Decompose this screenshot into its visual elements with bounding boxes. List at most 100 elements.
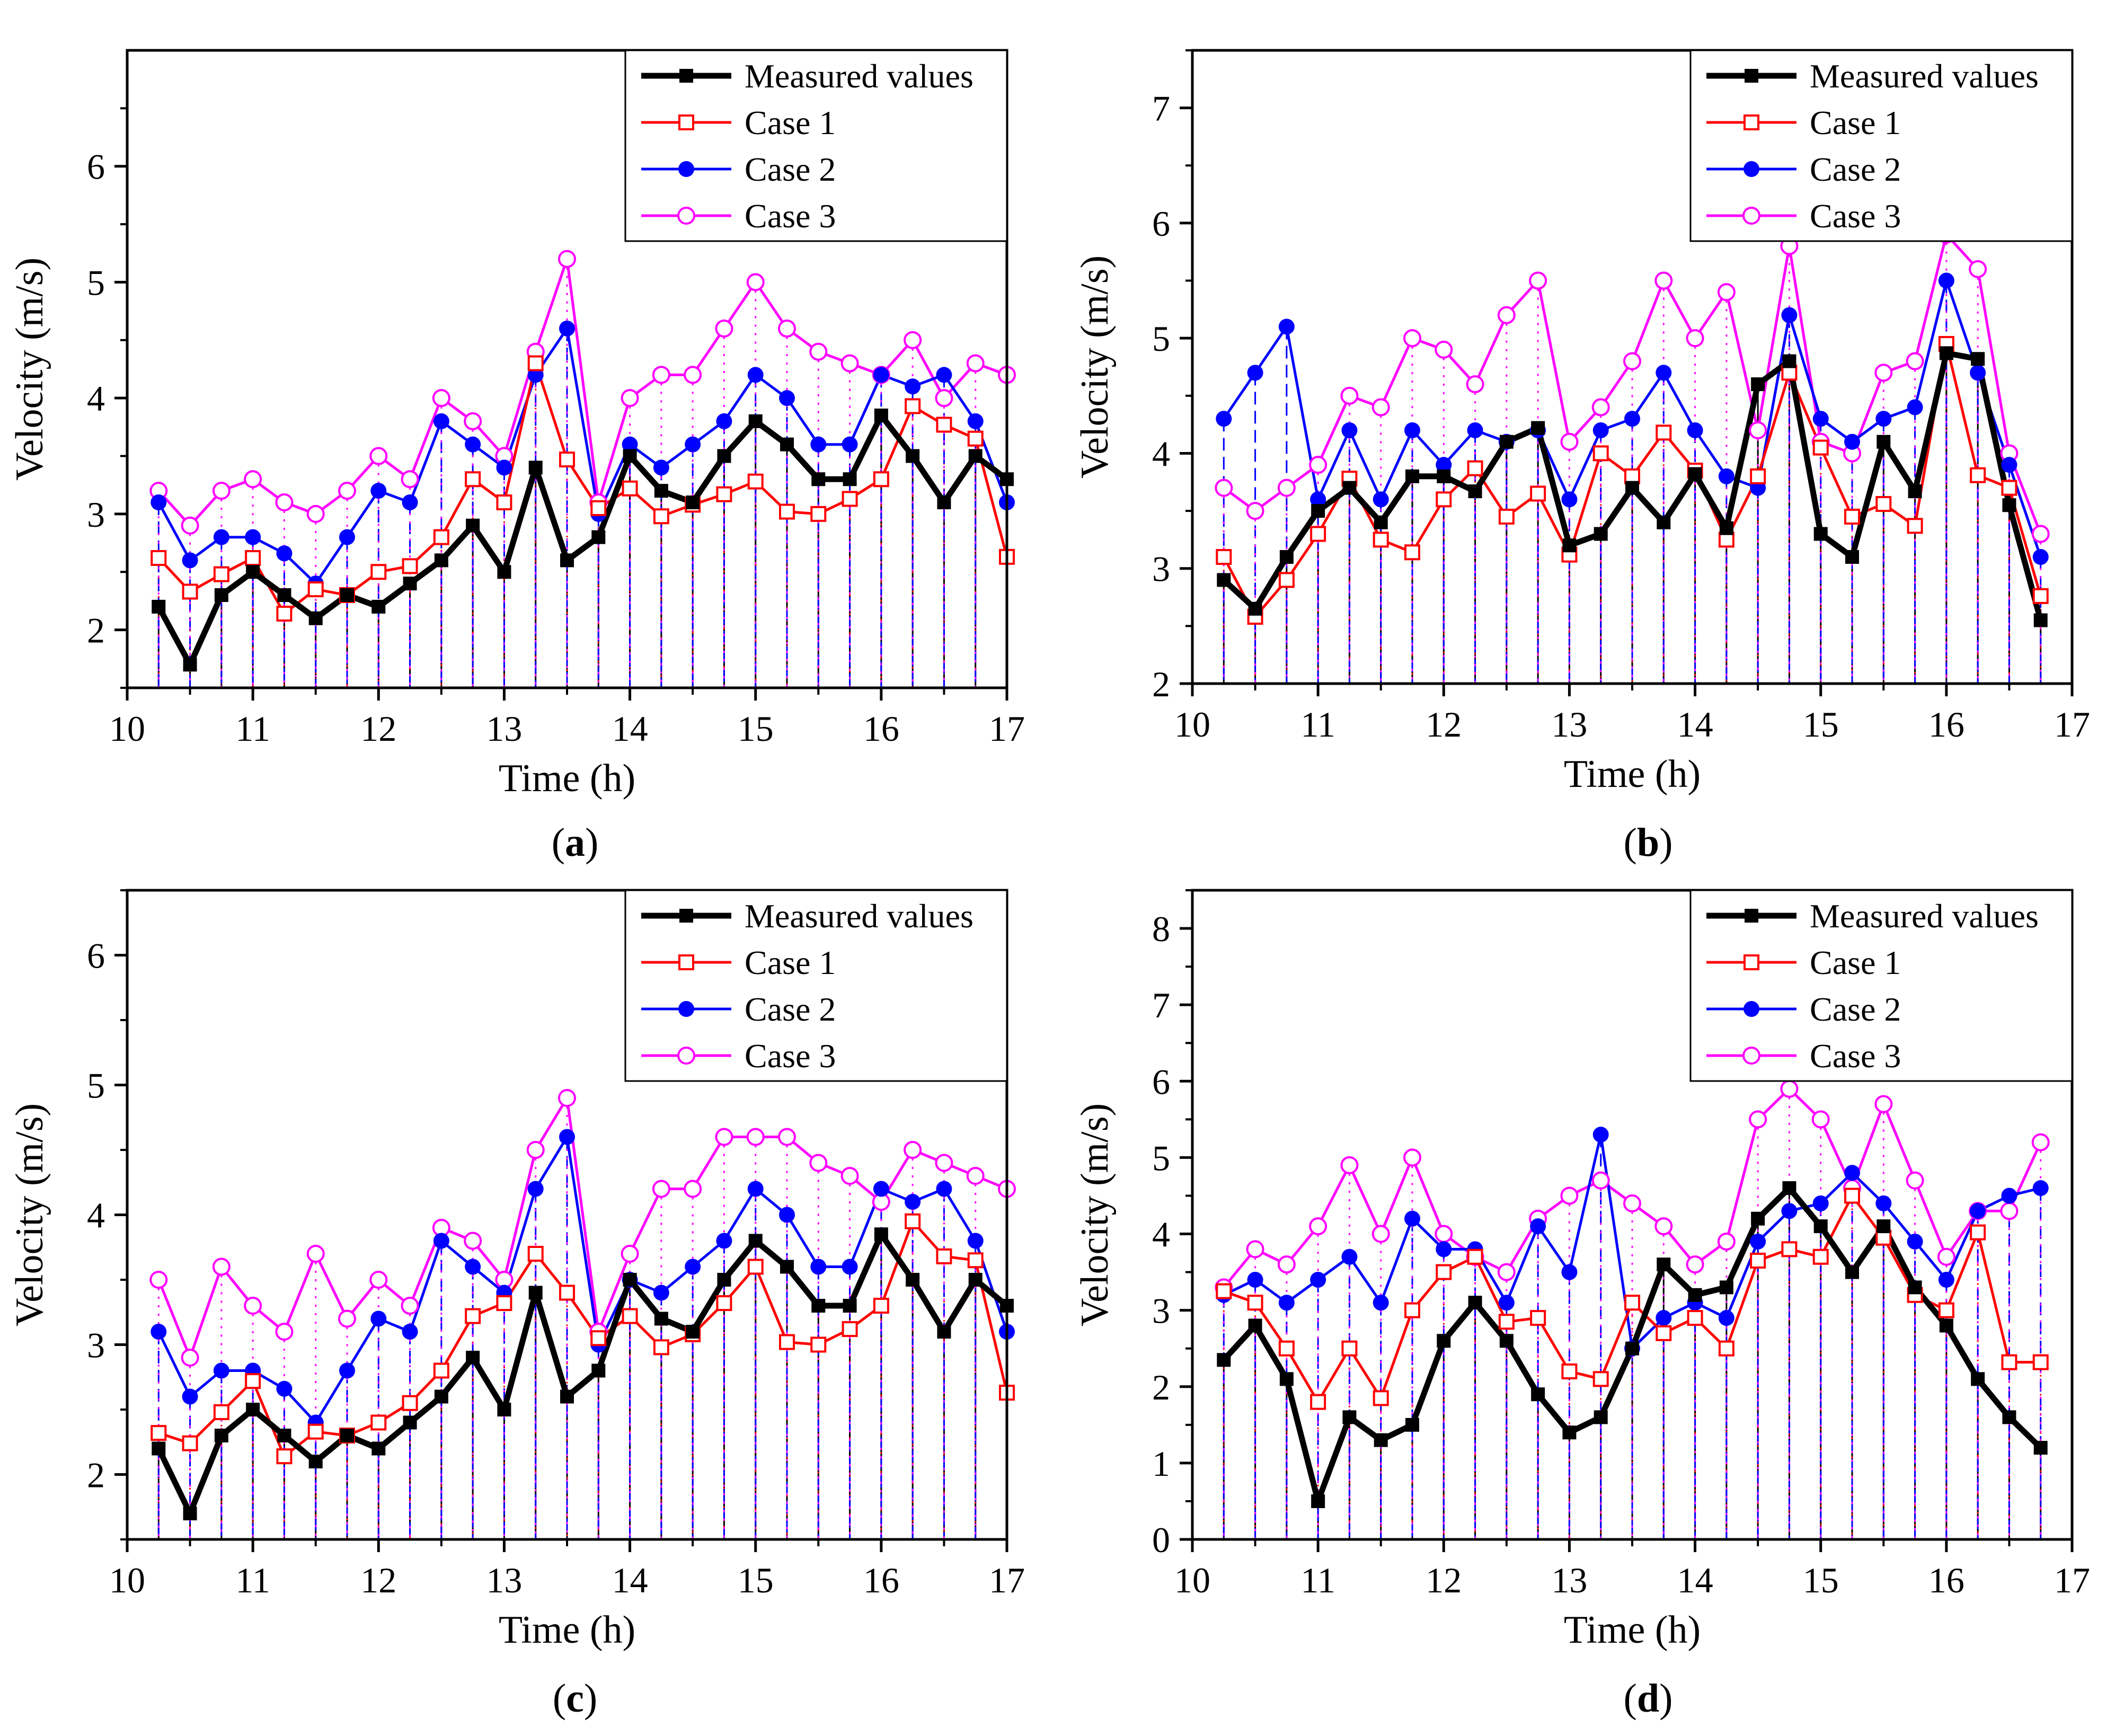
data-point <box>1436 491 1452 508</box>
panel-label-letter: c <box>566 1676 584 1721</box>
data-point <box>1656 365 1672 381</box>
data-point <box>1530 485 1546 502</box>
y-tick-label: 7 <box>1152 88 1170 129</box>
data-point <box>1373 491 1389 508</box>
data-point <box>1750 1233 1766 1250</box>
data-point <box>214 588 228 603</box>
data-point <box>1278 572 1295 588</box>
y-tick-label: 0 <box>1152 1520 1170 1560</box>
data-point <box>182 1435 198 1451</box>
legend-label: Case 1 <box>1810 104 1901 141</box>
x-tick-label: 15 <box>738 708 774 749</box>
data-point <box>1342 481 1357 495</box>
data-point <box>1404 422 1420 438</box>
data-point <box>560 1389 574 1404</box>
data-point <box>182 1388 198 1405</box>
data-point <box>559 1285 575 1301</box>
data-point <box>1560 1186 1579 1205</box>
y-tick-label: 3 <box>87 494 105 535</box>
data-point <box>1371 398 1390 417</box>
data-point <box>1624 1295 1640 1311</box>
data-point <box>968 1273 983 1287</box>
data-point <box>1404 1302 1420 1318</box>
data-point <box>686 495 700 510</box>
data-point <box>1813 1219 1828 1234</box>
data-point <box>308 611 323 625</box>
data-point <box>1404 1210 1420 1227</box>
data-point <box>401 1297 419 1315</box>
x-tick-label: 10 <box>1174 1560 1210 1600</box>
data-point <box>433 413 449 429</box>
legend-marker-case1 <box>1744 114 1759 130</box>
markers-case1 <box>1216 336 2049 625</box>
y-tick-label: 4 <box>1152 1215 1170 1255</box>
x-tick-label: 17 <box>2054 1560 2090 1600</box>
data-point <box>2031 1133 2050 1152</box>
series-line-case3 <box>157 1096 1007 1359</box>
panel-label-open: ( <box>553 1676 566 1721</box>
data-point <box>1278 318 1295 335</box>
data-point <box>1530 1218 1546 1235</box>
data-point <box>1436 1241 1452 1257</box>
data-point <box>1939 346 1953 360</box>
data-point <box>1687 1310 1703 1326</box>
data-point <box>873 471 889 488</box>
x-tick-label: 13 <box>486 708 522 749</box>
data-point <box>1498 1295 1515 1311</box>
data-point <box>1341 1248 1358 1265</box>
data-point <box>809 342 828 361</box>
y-axis-title: Velocity (m/s) <box>8 258 51 481</box>
data-point <box>1278 1295 1295 1311</box>
data-point <box>621 389 639 408</box>
data-point <box>684 1180 702 1198</box>
markers-case2 <box>151 320 1015 592</box>
data-point <box>1780 1079 1799 1098</box>
legend-marker-case2 <box>1744 1001 1759 1017</box>
data-point <box>466 1351 480 1365</box>
data-point <box>2033 613 2048 627</box>
data-point <box>528 460 543 475</box>
data-point <box>1750 468 1766 484</box>
data-point <box>1340 386 1359 405</box>
data-point <box>1277 1255 1296 1274</box>
data-point <box>369 447 388 465</box>
panel-label-close: ) <box>1659 1676 1672 1721</box>
data-point <box>1246 502 1264 520</box>
data-point <box>935 1154 953 1172</box>
data-point <box>1374 1433 1388 1447</box>
data-point <box>277 588 291 603</box>
data-point <box>402 1324 418 1340</box>
data-point <box>275 493 294 512</box>
data-point <box>1404 544 1420 561</box>
data-point <box>1467 422 1483 438</box>
data-point <box>2032 549 2049 565</box>
x-tick-label: 15 <box>1803 1560 1839 1600</box>
data-point <box>1561 1363 1578 1379</box>
data-point <box>904 331 922 349</box>
data-point <box>1781 1203 1798 1219</box>
markers-case3 <box>1215 225 2050 543</box>
data-point <box>402 558 418 574</box>
markers-case3 <box>149 1089 1016 1367</box>
data-point <box>1717 283 1736 302</box>
y-tick-label: 3 <box>1152 1291 1170 1331</box>
data-point <box>1310 526 1326 542</box>
data-point <box>809 1154 828 1172</box>
data-point <box>780 1260 794 1274</box>
data-point <box>465 436 481 453</box>
data-point <box>652 366 670 384</box>
data-point <box>212 1257 231 1276</box>
x-axis-title: Time (h) <box>499 757 635 800</box>
data-point <box>685 436 701 453</box>
x-tick-label: 16 <box>863 1560 899 1600</box>
legend-marker-case1 <box>678 114 694 130</box>
data-point <box>621 1245 639 1263</box>
legend-marker-case2 <box>678 1001 694 1017</box>
data-point <box>212 482 231 500</box>
data-point <box>433 529 449 545</box>
x-tick-label: 11 <box>1300 1560 1335 1600</box>
data-point <box>371 599 386 614</box>
data-point <box>1216 411 1232 427</box>
data-point <box>213 566 229 582</box>
data-point <box>1874 364 1893 382</box>
